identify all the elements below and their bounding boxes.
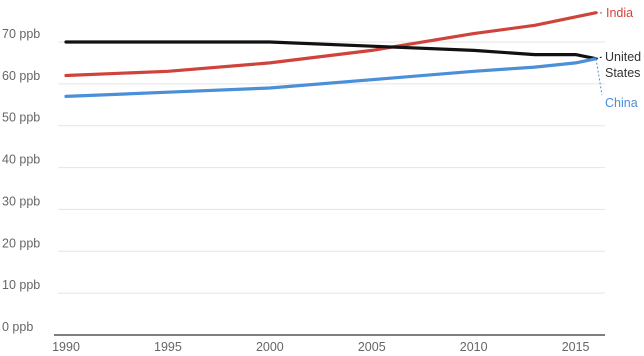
y-tick-label: 70 ppb — [2, 27, 40, 41]
series-labels: India United States China — [595, 6, 641, 110]
series-line-united-states — [64, 40, 598, 61]
y-tick-label: 50 ppb — [2, 111, 40, 125]
x-tick-label: 2015 — [562, 340, 590, 354]
y-tick-label: 40 ppb — [2, 153, 40, 167]
y-tick-label: 60 ppb — [2, 69, 40, 83]
y-axis: 0 ppb 10 ppb 20 ppb 30 ppb 40 ppb 50 ppb 60 pp… — [2, 27, 40, 334]
series-label: States — [605, 66, 640, 80]
series-layer — [64, 11, 598, 98]
x-tick-label: 2005 — [358, 340, 386, 354]
gridlines — [58, 41, 605, 294]
series-line-india — [64, 11, 598, 78]
x-tick-label: 2000 — [256, 340, 284, 354]
series-label: China — [605, 96, 638, 110]
y-tick-label: 10 ppb — [2, 278, 40, 292]
y-tick-label: 0 ppb — [2, 320, 33, 334]
series-label: United — [605, 50, 641, 64]
leader-line — [595, 58, 603, 96]
x-tick-label: 1995 — [154, 340, 182, 354]
x-tick-label: 1990 — [52, 340, 80, 354]
leader-line — [595, 56, 603, 60]
y-tick-label: 30 ppb — [2, 194, 40, 208]
x-axis: 1990 1995 2000 2005 2010 2015 — [52, 334, 605, 354]
x-tick-label: 2010 — [460, 340, 488, 354]
series-line-china — [64, 57, 598, 98]
y-tick-label: 20 ppb — [2, 236, 40, 250]
series-label: India — [606, 6, 633, 20]
